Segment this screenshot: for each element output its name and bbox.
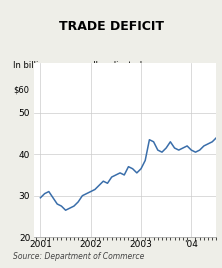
Text: Source: Department of Commerce: Source: Department of Commerce — [13, 252, 145, 261]
Text: $60: $60 — [13, 85, 29, 95]
Text: In billions, seasonally adjusted: In billions, seasonally adjusted — [13, 61, 143, 70]
Text: TRADE DEFICIT: TRADE DEFICIT — [59, 20, 163, 33]
